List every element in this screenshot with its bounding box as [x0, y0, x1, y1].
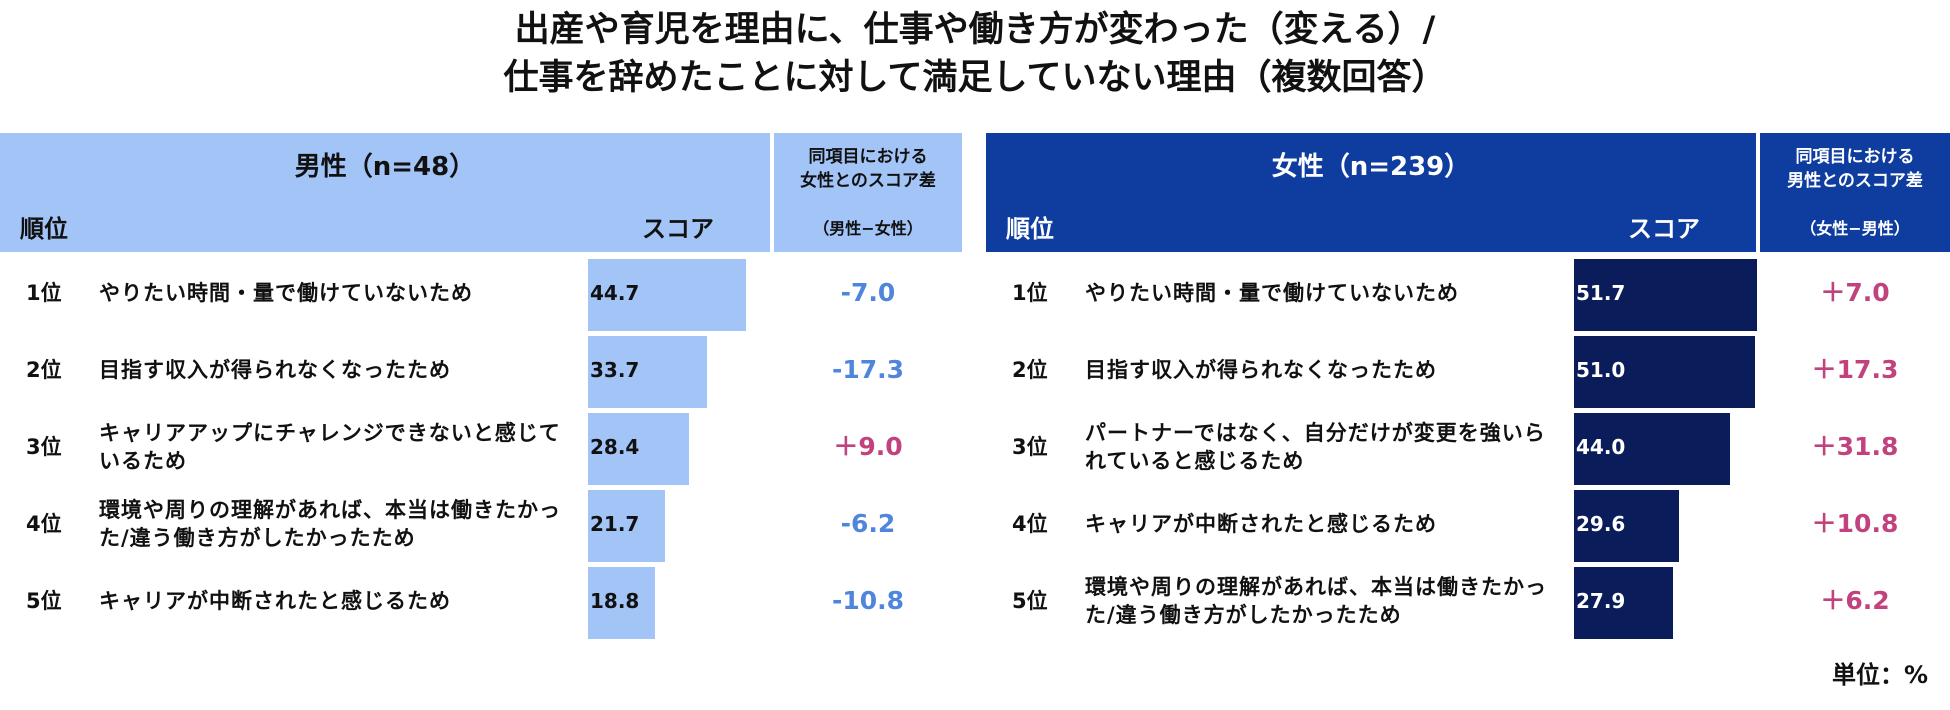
rank-cell: 1位	[26, 281, 62, 305]
score-bar	[588, 336, 707, 408]
score-bar	[588, 413, 689, 485]
chart-title: 出産や育児を理由に、仕事や働き方が変わった（変える）/ 仕事を辞めたことに対して…	[0, 6, 1950, 102]
score-value: 51.7	[1576, 281, 1626, 305]
panel-title: 女性（n=239）	[1271, 152, 1471, 182]
reason-label: やりたい時間・量で働けていないため	[99, 281, 473, 305]
score-bar	[1574, 567, 1673, 639]
male-panel: 男性（n=48） 順位 スコア 同項目における 女性とのスコア差 （男性−女性） 1位 やりた…	[0, 133, 962, 639]
rank-header: 順位	[1006, 215, 1054, 243]
score-bar	[588, 567, 655, 639]
score-diff: -10.8	[831, 586, 905, 615]
rank-header: 順位	[20, 215, 68, 243]
reason-label: キャリアが中断されたと感じるため	[99, 589, 451, 613]
rank-cell: 5位	[26, 589, 62, 613]
table-row: 5位 キャリアが中断されたと感じるため 18.8 -10.8	[0, 563, 960, 639]
reason-label: キャリアが中断されたと感じるため	[1085, 512, 1437, 536]
score-bar	[1574, 490, 1679, 562]
diff-header-sub: （男性−女性）	[813, 219, 923, 238]
diff-header: 同項目における 女性とのスコア差 （男性−女性）	[774, 133, 962, 252]
score-diff: ＋31.8	[1811, 432, 1899, 461]
panel-title: 男性（n=48）	[294, 152, 476, 182]
table-row: 1位 やりたい時間・量で働けていないため 51.7 ＋7.0	[986, 255, 1946, 331]
score-header: スコア	[642, 215, 714, 243]
score-diff: -17.3	[831, 355, 905, 384]
table-row: 1位 やりたい時間・量で働けていないため 44.7 -7.0	[0, 255, 960, 331]
reason-label: 目指す収入が得られなくなったため	[99, 358, 451, 382]
reason-label: パートナーではなく、自分だけが変更を強いられていると感じるため	[1085, 421, 1546, 473]
table-row: 4位 環境や周りの理解があれば、本当は働きたかった/違う働き方がしたかったため 21…	[0, 486, 960, 562]
score-diff: -6.2	[840, 509, 896, 538]
score-diff: ＋10.8	[1811, 509, 1899, 538]
panel-header: 女性（n=239） 順位 スコア	[986, 133, 1756, 252]
reason-label: やりたい時間・量で働けていないため	[1085, 281, 1459, 305]
rank-cell: 4位	[1012, 512, 1048, 536]
unit-label: 単位：%	[1831, 661, 1928, 689]
diff-header-line-2: 女性とのスコア差	[800, 171, 936, 191]
score-value: 44.7	[590, 281, 640, 305]
diff-header-title: 同項目における 女性とのスコア差	[774, 145, 962, 193]
table-row: 4位 キャリアが中断されたと感じるため 29.6 ＋10.8	[986, 486, 1946, 562]
reason-label: 環境や周りの理解があれば、本当は働きたかった/違う働き方がしたかったため	[1085, 575, 1547, 627]
diff-header-title: 同項目における 男性とのスコア差	[1760, 145, 1950, 193]
score-bar	[1574, 336, 1755, 408]
score-bar	[1574, 259, 1757, 331]
score-value: 29.6	[1576, 512, 1626, 536]
score-value: 21.7	[590, 512, 640, 536]
reason-label: キャリアアップにチャレンジできないと感じているため	[99, 421, 561, 473]
table-row: 2位 目指す収入が得られなくなったため 33.7 -17.3	[0, 332, 960, 408]
panel-header: 男性（n=48） 順位 スコア	[0, 133, 770, 252]
score-value: 18.8	[590, 589, 640, 613]
diff-header-line-1: 同項目における	[1795, 147, 1915, 167]
female-panel: 女性（n=239） 順位 スコア 同項目における 男性とのスコア差 （女性−男性） 1位 やり…	[986, 133, 1950, 639]
reason-label: 目指す収入が得られなくなったため	[1085, 358, 1437, 382]
table-row: 5位 環境や周りの理解があれば、本当は働きたかった/違う働き方がしたかったため 27…	[986, 563, 1946, 639]
diff-header: 同項目における 男性とのスコア差 （女性−男性）	[1760, 133, 1950, 252]
diff-header-line-1: 同項目における	[808, 147, 928, 167]
score-header: スコア	[1628, 215, 1700, 243]
score-diff: ＋17.3	[1811, 355, 1899, 384]
rank-cell: 3位	[1012, 435, 1048, 459]
score-value: 28.4	[590, 435, 640, 459]
diff-header-line-2: 男性とのスコア差	[1787, 171, 1923, 191]
table-row: 3位 パートナーではなく、自分だけが変更を強いられていると感じるため 44.0 ＋31…	[986, 409, 1946, 485]
rank-cell: 5位	[1012, 589, 1048, 613]
score-bar	[588, 259, 746, 331]
score-diff: ＋9.0	[833, 432, 903, 461]
rank-cell: 1位	[1012, 281, 1048, 305]
score-value: 33.7	[590, 358, 640, 382]
diff-header-sub: （女性−男性）	[1800, 219, 1910, 238]
score-diff: ＋6.2	[1820, 586, 1890, 615]
table-row: 3位 キャリアアップにチャレンジできないと感じているため 28.4 ＋9.0	[0, 409, 960, 485]
rank-cell: 4位	[26, 512, 62, 536]
score-diff: ＋7.0	[1820, 278, 1890, 307]
title-line-1: 出産や育児を理由に、仕事や働き方が変わった（変える）/	[514, 10, 1436, 50]
score-value: 27.9	[1576, 589, 1626, 613]
rank-cell: 3位	[26, 435, 62, 459]
score-value: 51.0	[1576, 358, 1626, 382]
rank-cell: 2位	[26, 358, 62, 382]
score-bar	[588, 490, 665, 562]
score-diff: -7.0	[840, 278, 896, 307]
reason-label: 環境や周りの理解があれば、本当は働きたかった/違う働き方がしたかったため	[99, 498, 561, 550]
table-row: 2位 目指す収入が得られなくなったため 51.0 ＋17.3	[986, 332, 1946, 408]
score-value: 44.0	[1576, 435, 1626, 459]
title-line-2: 仕事を辞めたことに対して満足していない理由（複数回答）	[503, 58, 1447, 98]
score-bar	[1574, 413, 1730, 485]
rank-cell: 2位	[1012, 358, 1048, 382]
